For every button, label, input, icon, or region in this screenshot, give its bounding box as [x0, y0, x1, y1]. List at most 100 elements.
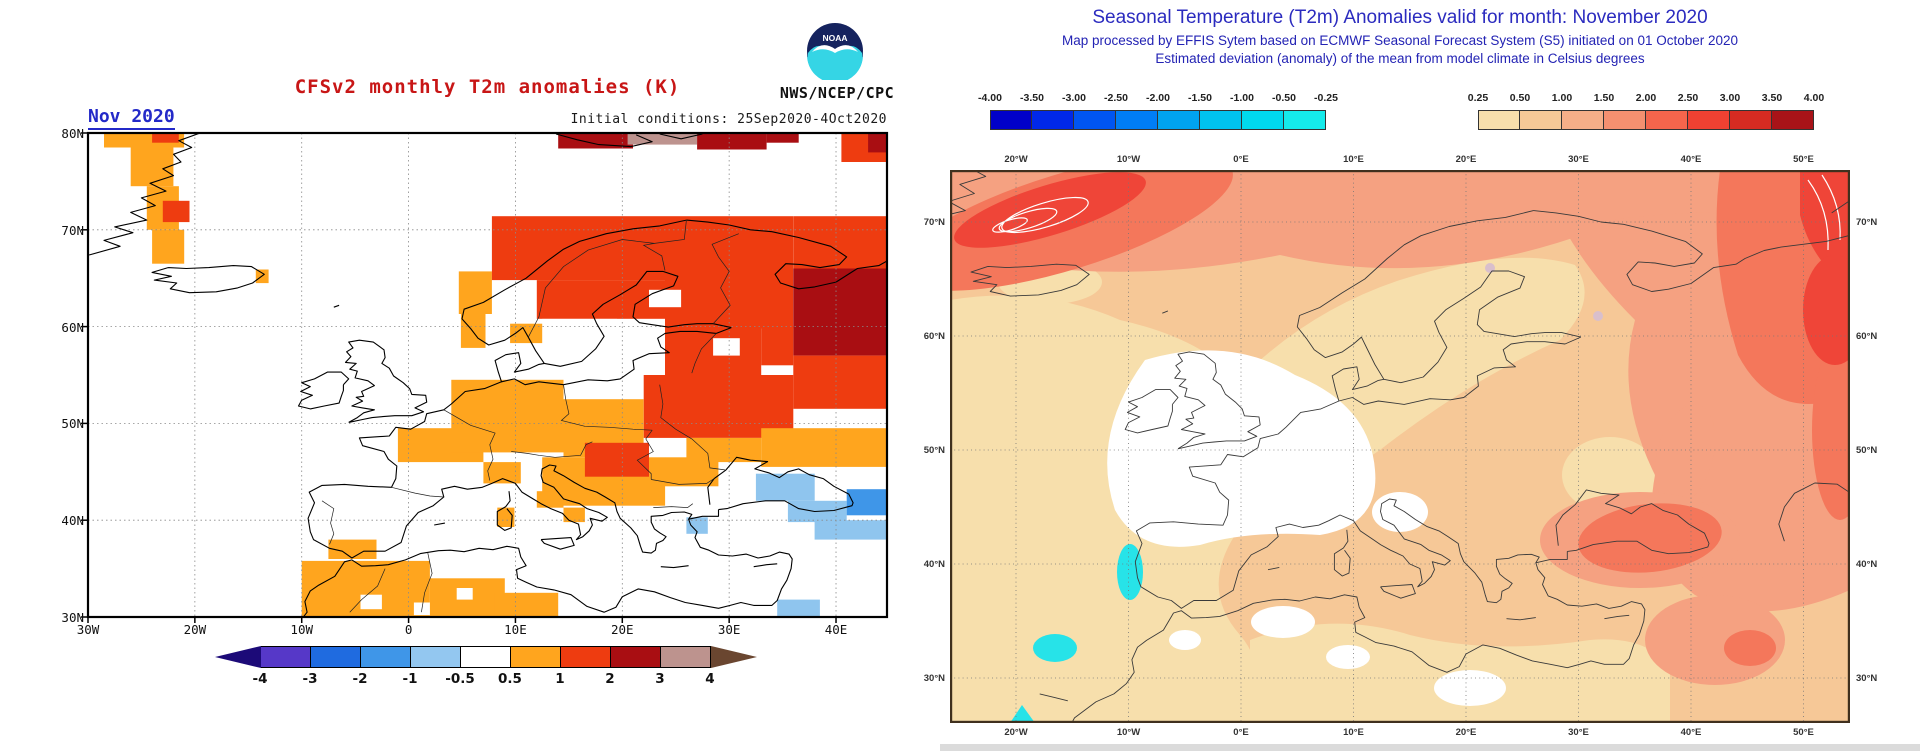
x-axis-label-top: 10°W: [1116, 154, 1141, 165]
anomaly-patch: [536, 491, 564, 508]
anomaly-patch: [627, 133, 698, 145]
coastline: [1533, 210, 1850, 292]
x-axis-label: 40E: [824, 622, 848, 637]
country-border: [349, 568, 386, 613]
country-border: [711, 233, 739, 324]
y-axis-label-left: 30°N: [923, 673, 945, 684]
y-axis-label: 40N: [61, 513, 84, 529]
coastline: [1296, 210, 1581, 384]
coastline: [1174, 351, 1261, 450]
x-axis-label: 30E: [717, 622, 741, 637]
coastline: [1039, 693, 1068, 702]
x-axis-label: 0: [404, 622, 413, 637]
x-axis-label-bottom: 20°E: [1455, 727, 1477, 738]
colorbar-segment: [1730, 110, 1772, 130]
country-border: [527, 220, 687, 338]
effis-positive-colorbar: [1478, 110, 1814, 130]
colorbar-segment: [311, 646, 361, 668]
anomaly-patch: [697, 133, 767, 150]
colorbar-segment: [561, 646, 611, 668]
anomaly-patch: [793, 268, 887, 356]
anomaly-patch: [868, 133, 887, 153]
colorbar-tick-label: -3.50: [1020, 92, 1044, 104]
x-axis-label: 10W: [290, 622, 313, 637]
colorbar-tick-label: -0.25: [1314, 92, 1338, 104]
coastline: [660, 565, 689, 569]
y-axis-label: 30N: [61, 610, 84, 625]
colorbar-tick-label: 3.00: [1719, 92, 1741, 104]
colorbar-tick-label: 2: [605, 671, 615, 687]
colorbar-tick-label: -0.50: [1272, 92, 1296, 104]
anomaly-patch: [584, 442, 649, 477]
y-axis-label-right: 60°N: [1856, 331, 1878, 342]
coastline: [1535, 551, 1568, 564]
country-border: [560, 384, 653, 431]
anomaly-patch: [494, 592, 559, 617]
cfsv2-colorbar: [215, 646, 757, 668]
y-axis-label-right: 70°N: [1856, 217, 1878, 228]
y-axis-label-left: 70°N: [923, 217, 945, 228]
x-axis-label-top: 10°E: [1343, 154, 1364, 165]
anomaly-patch: [510, 323, 548, 344]
colorbar-segment: [1074, 110, 1116, 130]
country-border: [691, 438, 725, 471]
colorbar-tick-label: 4: [705, 671, 715, 687]
x-axis-label-top: 40°E: [1680, 154, 1702, 165]
colorbar-segment: [1688, 110, 1730, 130]
y-axis-label: 50N: [61, 416, 84, 432]
y-axis-label-left: 40°N: [923, 559, 945, 570]
effis-map-title: Seasonal Temperature (T2m) Anomalies val…: [1092, 7, 1708, 28]
colorbar-tick-label: 2.00: [1635, 92, 1657, 104]
coastline: [555, 133, 653, 148]
colorbar-tick-label: 3: [655, 671, 665, 687]
coastline: [1071, 400, 1646, 723]
anomaly-patch: [301, 560, 430, 617]
colorbar-segment: [1158, 110, 1200, 130]
anomaly-patch: [328, 539, 377, 559]
country-border: [653, 503, 694, 508]
x-axis-label-bottom: 40°E: [1680, 727, 1702, 738]
colorbar-segment: [1562, 110, 1604, 130]
anomaly-patch: [793, 216, 887, 269]
colorbar-tick-label: 2.50: [1677, 92, 1699, 104]
colorbar-segment: [1284, 110, 1326, 130]
colorbar-tick-label: -2: [352, 671, 368, 687]
cfsv2-date-label: Nov 2020: [88, 106, 175, 130]
colorbar-tick-label: -3.00: [1062, 92, 1086, 104]
anomaly-patch: [617, 328, 655, 348]
coastline: [1778, 482, 1850, 542]
colorbar-tick-label: 1.00: [1551, 92, 1573, 104]
anomaly-patch: [130, 147, 174, 187]
cfsv2-initial-conditions: Initial conditions: 25Sep2020-4Oct2020: [570, 112, 887, 127]
cfsv2-colorbar-labels: -4 -3 -2 -1 -0.5 0.5 1 2 3 4: [253, 671, 715, 687]
colorbar-tick-label: -0.5: [445, 671, 475, 687]
coastline: [707, 456, 854, 513]
colorbar-tick-label: 0.25: [1467, 92, 1489, 104]
y-axis-label: 80N: [61, 126, 84, 141]
colorbar-tick-label: 4.00: [1803, 92, 1825, 104]
coastline: [333, 304, 340, 308]
x-axis-label: 20W: [183, 622, 207, 637]
colorbar-tick-label: -1.50: [1188, 92, 1212, 104]
anomaly-patch: [542, 318, 617, 364]
colorbar-segment: [611, 646, 661, 668]
coastline: [297, 371, 350, 410]
colorbar-tick-label: 0.50: [1509, 92, 1531, 104]
country-border: [511, 441, 593, 458]
coastline: [753, 563, 778, 568]
colorbar-tick-label: -4: [252, 671, 268, 687]
y-axis-label-left: 50°N: [923, 445, 945, 456]
colorbar-segment: [1604, 110, 1646, 130]
coastline: [540, 537, 575, 550]
country-border: [421, 553, 433, 613]
coastline: [970, 263, 1090, 297]
colorbar-arrow-right: [711, 646, 757, 668]
coastline: [659, 133, 703, 140]
anomaly-patch: [360, 594, 382, 610]
cfsv2-map-title: CFSv2 monthly T2m anomalies (K): [294, 76, 681, 98]
colorbar-segment: [411, 646, 461, 668]
colorbar-segment: [511, 646, 561, 668]
x-axis-label-top: 20°E: [1455, 154, 1477, 165]
colorbar-segment: [1032, 110, 1074, 130]
